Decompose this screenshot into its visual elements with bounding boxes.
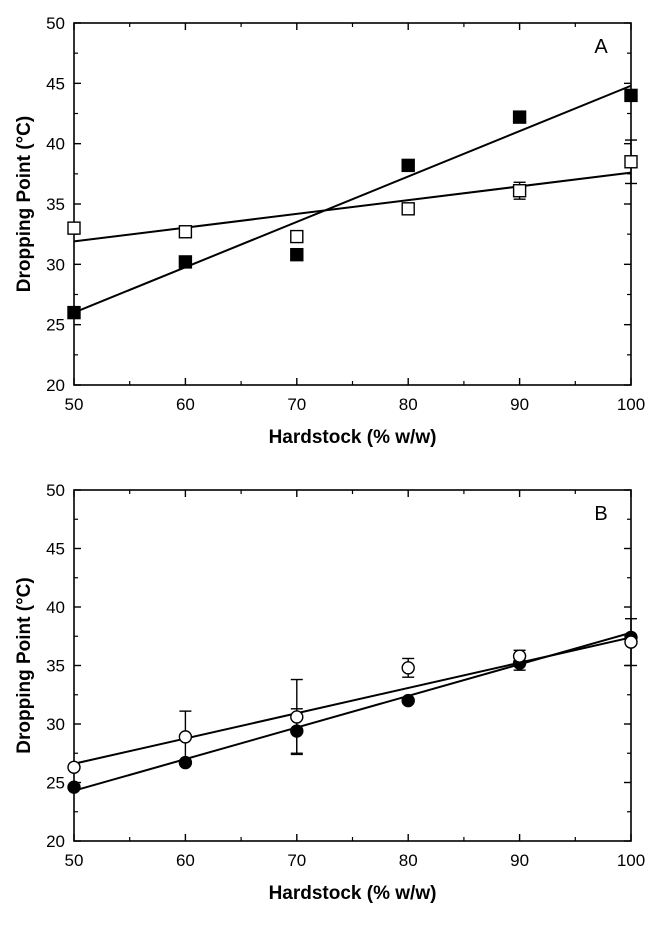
y-axis-title: Dropping Point (°C) <box>14 116 35 292</box>
data-point <box>178 255 193 269</box>
data-point <box>178 225 193 239</box>
plot-frame <box>73 489 632 842</box>
data-point <box>624 155 638 169</box>
fit-line <box>73 636 632 765</box>
data-point <box>67 780 81 794</box>
data-point <box>178 730 193 744</box>
data-point <box>290 247 304 262</box>
x-tick-label: 70 <box>287 851 306 870</box>
x-axis-title: Hardstock (% w/w) <box>269 427 437 448</box>
y-tick-label: 40 <box>46 598 65 617</box>
x-tick-label: 100 <box>617 851 645 870</box>
y-tick-label: 25 <box>46 774 65 793</box>
x-tick-label: 80 <box>399 395 418 414</box>
data-point <box>401 202 415 216</box>
chart-panel-a: 50 60 70 80 90 100 20 25 30 35 40 45 50 Hardstock (% … <box>14 14 645 448</box>
fit-line <box>73 84 632 314</box>
x-tick-label: 100 <box>617 395 645 414</box>
y-tick-label: 30 <box>46 255 65 274</box>
y-tick-label: 45 <box>46 540 65 559</box>
y-tick-label: 50 <box>46 481 65 500</box>
y-tick-label: 20 <box>46 376 65 395</box>
data-point <box>401 693 415 708</box>
y-tick-label: 35 <box>46 657 65 676</box>
panel-label: B <box>594 503 607 525</box>
y-tick-label: 35 <box>46 195 65 214</box>
data-point <box>290 229 304 244</box>
panel-label: A <box>594 36 608 58</box>
x-tick-label: 60 <box>176 395 195 414</box>
data-point <box>512 110 527 124</box>
x-tick-label: 50 <box>65 851 84 870</box>
data-point <box>401 661 415 675</box>
data-point <box>624 88 638 103</box>
y-tick-label: 20 <box>46 832 65 851</box>
x-tick-label: 50 <box>65 395 84 414</box>
y-tick-label: 30 <box>46 715 65 734</box>
data-point <box>290 710 304 724</box>
fit-line <box>73 171 632 243</box>
x-tick-label: 90 <box>510 395 529 414</box>
x-tick-label: 60 <box>176 851 195 870</box>
x-tick-label: 70 <box>287 395 306 414</box>
x-axis-title: Hardstock (% w/w) <box>269 883 437 904</box>
data-point <box>512 649 527 663</box>
data-point <box>401 158 415 173</box>
data-point <box>624 635 638 649</box>
data-point <box>67 305 81 320</box>
y-axis-title: Dropping Point (°C) <box>14 577 35 753</box>
x-tick-label: 80 <box>399 851 418 870</box>
y-tick-label: 50 <box>46 14 65 33</box>
x-tick-label: 90 <box>510 851 529 870</box>
y-tick-label: 40 <box>46 135 65 154</box>
data-point <box>67 760 81 774</box>
y-tick-label: 25 <box>46 316 65 335</box>
plot-frame <box>73 22 632 386</box>
chart-panel-b: 50 60 70 80 90 100 20 25 30 35 40 45 50 Hardstock (% … <box>14 481 645 904</box>
data-point <box>512 184 527 198</box>
y-tick-label: 45 <box>46 74 65 93</box>
data-point <box>67 221 81 235</box>
